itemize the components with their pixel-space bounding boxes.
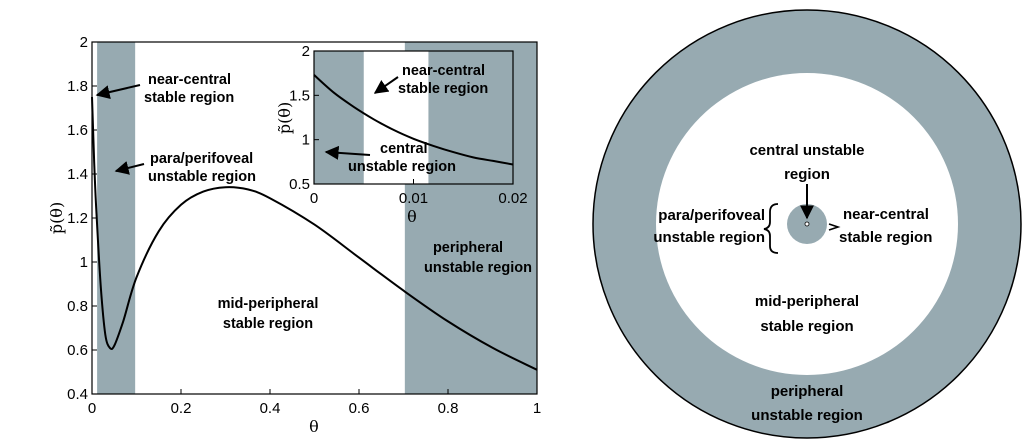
main-xtick-label-1: 0.2: [171, 400, 192, 417]
ann-peripheral-1: peripheral: [433, 240, 503, 256]
inset-x-axis-label: θ: [407, 207, 417, 226]
retina-para-1: para/perifoveal: [658, 207, 765, 224]
ann-near-central-2: stable region: [144, 90, 234, 106]
main-ytick-label-2: 0.8: [67, 298, 88, 315]
central-point: [804, 221, 810, 227]
ann-para-1: para/perifoveal: [150, 151, 253, 167]
inset-ytick-label-0: 0.5: [289, 176, 310, 193]
retina-mid-1: mid-peripheral: [755, 293, 859, 310]
inset-xtick-label-2: 0.02: [498, 190, 527, 207]
main-ytick-label-3: 1: [80, 254, 88, 271]
main-xtick-label-5: 1: [533, 400, 541, 417]
main-band-0: [97, 42, 136, 394]
retina-mid-2: stable region: [760, 318, 853, 335]
main-ytick-label-7: 1.8: [67, 78, 88, 95]
retina-peripheral-1: peripheral: [771, 383, 844, 400]
main-ytick-label-4: 1.2: [67, 210, 88, 227]
inset-arrow-near: [373, 76, 399, 94]
inset-ticks: 0 0.01 0.02 0.5 1 1.5 2: [289, 43, 527, 207]
inset-band-0: [314, 51, 364, 184]
main-x-axis-label: θ: [309, 417, 319, 436]
inset-xtick-label-1: 0.01: [399, 190, 428, 207]
ann-near-central-1: near-central: [148, 72, 231, 88]
retina-para-brace: [763, 203, 779, 254]
main-y-axis-label: p̃(θ): [47, 202, 66, 234]
inset-ann-near-1: near-central: [402, 63, 485, 79]
inset-ytick-label-3: 2: [302, 43, 310, 60]
main-ytick-label-8: 2: [80, 34, 88, 51]
retina-near-pointer: [828, 223, 841, 231]
retina-near-2: stable region: [839, 229, 932, 246]
inset-arrow-central: [324, 145, 371, 160]
inset-ann-central-1: central: [380, 141, 428, 157]
inset-ann-near-2: stable region: [398, 81, 488, 97]
inset-y-axis-label: p̃(θ): [275, 102, 294, 134]
ann-peripheral-2: unstable region: [424, 260, 532, 276]
main-ticks: 0 0.2 0.4 0.6 0.8 1 0.4 0.6 0.8 1 1.2 1.4 1.6 1.8 2: [67, 34, 541, 417]
main-xtick-label-4: 0.8: [438, 400, 459, 417]
retina-peripheral-2: unstable region: [751, 407, 863, 424]
main-ytick-label-6: 1.6: [67, 122, 88, 139]
main-xtick-label-2: 0.4: [260, 400, 281, 417]
main-ytick-label-5: 1.4: [67, 166, 88, 183]
main-xtick-label-0: 0: [88, 400, 96, 417]
arrow-para: [114, 161, 145, 175]
ann-mid-1: mid-peripheral: [218, 296, 319, 312]
retina-diagram: central unstable region para/perifoveal …: [592, 9, 1022, 439]
inset-ytick-label-1: 1: [302, 132, 310, 149]
main-ytick-label-0: 0.4: [67, 386, 88, 403]
ann-mid-2: stable region: [223, 316, 313, 332]
retina-near-1: near-central: [843, 206, 929, 223]
retina-central-1: central unstable: [749, 142, 864, 159]
main-xtick-label-3: 0.6: [349, 400, 370, 417]
ann-para-2: unstable region: [148, 169, 256, 185]
inset-chart: 0 0.01 0.02 0.5 1 1.5 2 θ p̃(θ) near-central s…: [275, 43, 528, 226]
arrow-near-central: [95, 84, 141, 99]
main-ytick-label-1: 0.6: [67, 342, 88, 359]
main-curve: [91, 96, 538, 371]
retina-para-2: unstable region: [653, 229, 765, 246]
inset-ytick-label-2: 1.5: [289, 87, 310, 104]
retina-central-2: region: [784, 166, 830, 183]
inset-xtick-label-0: 0: [310, 190, 318, 207]
inset-curve: [313, 74, 514, 166]
inset-ann-central-2: unstable region: [348, 159, 456, 175]
